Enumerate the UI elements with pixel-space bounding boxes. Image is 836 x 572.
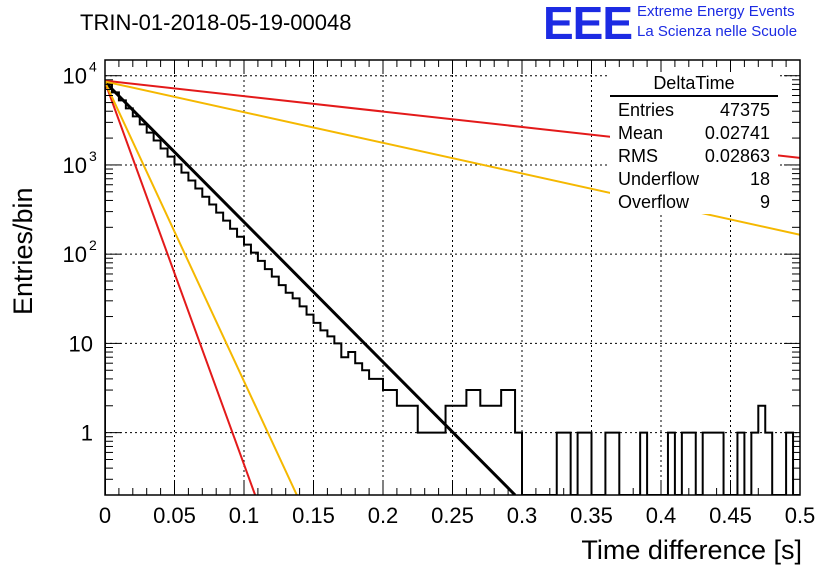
y-tick-exponent: 4 bbox=[89, 59, 97, 75]
stats-value: 9 bbox=[759, 192, 770, 212]
plot-title: TRIN-01-2018-05-19-00048 bbox=[80, 10, 352, 35]
x-tick-label: 0 bbox=[99, 503, 111, 528]
stats-value: 0.02741 bbox=[704, 123, 770, 143]
stats-label: Underflow bbox=[618, 169, 700, 189]
fit-line bbox=[105, 80, 517, 495]
fit-line bbox=[105, 81, 298, 495]
y-axis-label: Entries/bin bbox=[8, 187, 38, 315]
y-tick-label: 10 bbox=[63, 64, 87, 89]
stats-row: Entries 47375 bbox=[610, 99, 778, 122]
stats-label: Mean bbox=[618, 123, 664, 143]
x-tick-label: 0.4 bbox=[646, 503, 677, 528]
x-axis-label: Time difference [s] bbox=[581, 535, 802, 565]
x-tick-label: 0.35 bbox=[570, 503, 613, 528]
x-tick-label: 0.3 bbox=[507, 503, 538, 528]
y-tick-label: 10 bbox=[63, 242, 87, 267]
logo-line-1: Extreme Energy Events bbox=[637, 3, 795, 20]
y-tick-exponent: 2 bbox=[89, 237, 97, 253]
x-tick-label: 0.45 bbox=[709, 503, 752, 528]
y-tick-label: 10 bbox=[69, 331, 93, 356]
eee-logo: EEE bbox=[543, 0, 633, 49]
stats-row: Mean 0.02741 bbox=[610, 122, 778, 145]
stats-row: Underflow 18 bbox=[610, 168, 778, 191]
stats-value: 47375 bbox=[719, 100, 770, 120]
x-tick-label: 0.2 bbox=[368, 503, 399, 528]
stats-box: DeltaTime Entries 47375 Mean 0.02741 RMS… bbox=[610, 72, 778, 214]
stats-label: RMS bbox=[618, 146, 658, 166]
stats-label: Overflow bbox=[618, 192, 690, 212]
stats-label: Entries bbox=[618, 100, 675, 120]
stats-row: Overflow 9 bbox=[610, 191, 778, 214]
logo-line-2: La Scienza nelle Scuole bbox=[637, 23, 798, 40]
fit-line bbox=[105, 81, 257, 495]
x-tick-label: 0.5 bbox=[785, 503, 816, 528]
x-tick-label: 0.05 bbox=[153, 503, 196, 528]
x-tick-label: 0.15 bbox=[292, 503, 335, 528]
x-tick-label: 0.25 bbox=[431, 503, 474, 528]
histogram-outline bbox=[105, 83, 800, 495]
x-tick-label: 0.1 bbox=[229, 503, 260, 528]
y-tick-exponent: 3 bbox=[89, 148, 97, 164]
stats-value: 0.02863 bbox=[704, 146, 770, 166]
y-tick-label: 1 bbox=[81, 421, 93, 446]
stats-row: RMS 0.02863 bbox=[610, 145, 778, 168]
y-tick-label: 10 bbox=[63, 153, 87, 178]
stats-title: DeltaTime bbox=[610, 72, 778, 97]
stats-value: 18 bbox=[749, 169, 770, 189]
